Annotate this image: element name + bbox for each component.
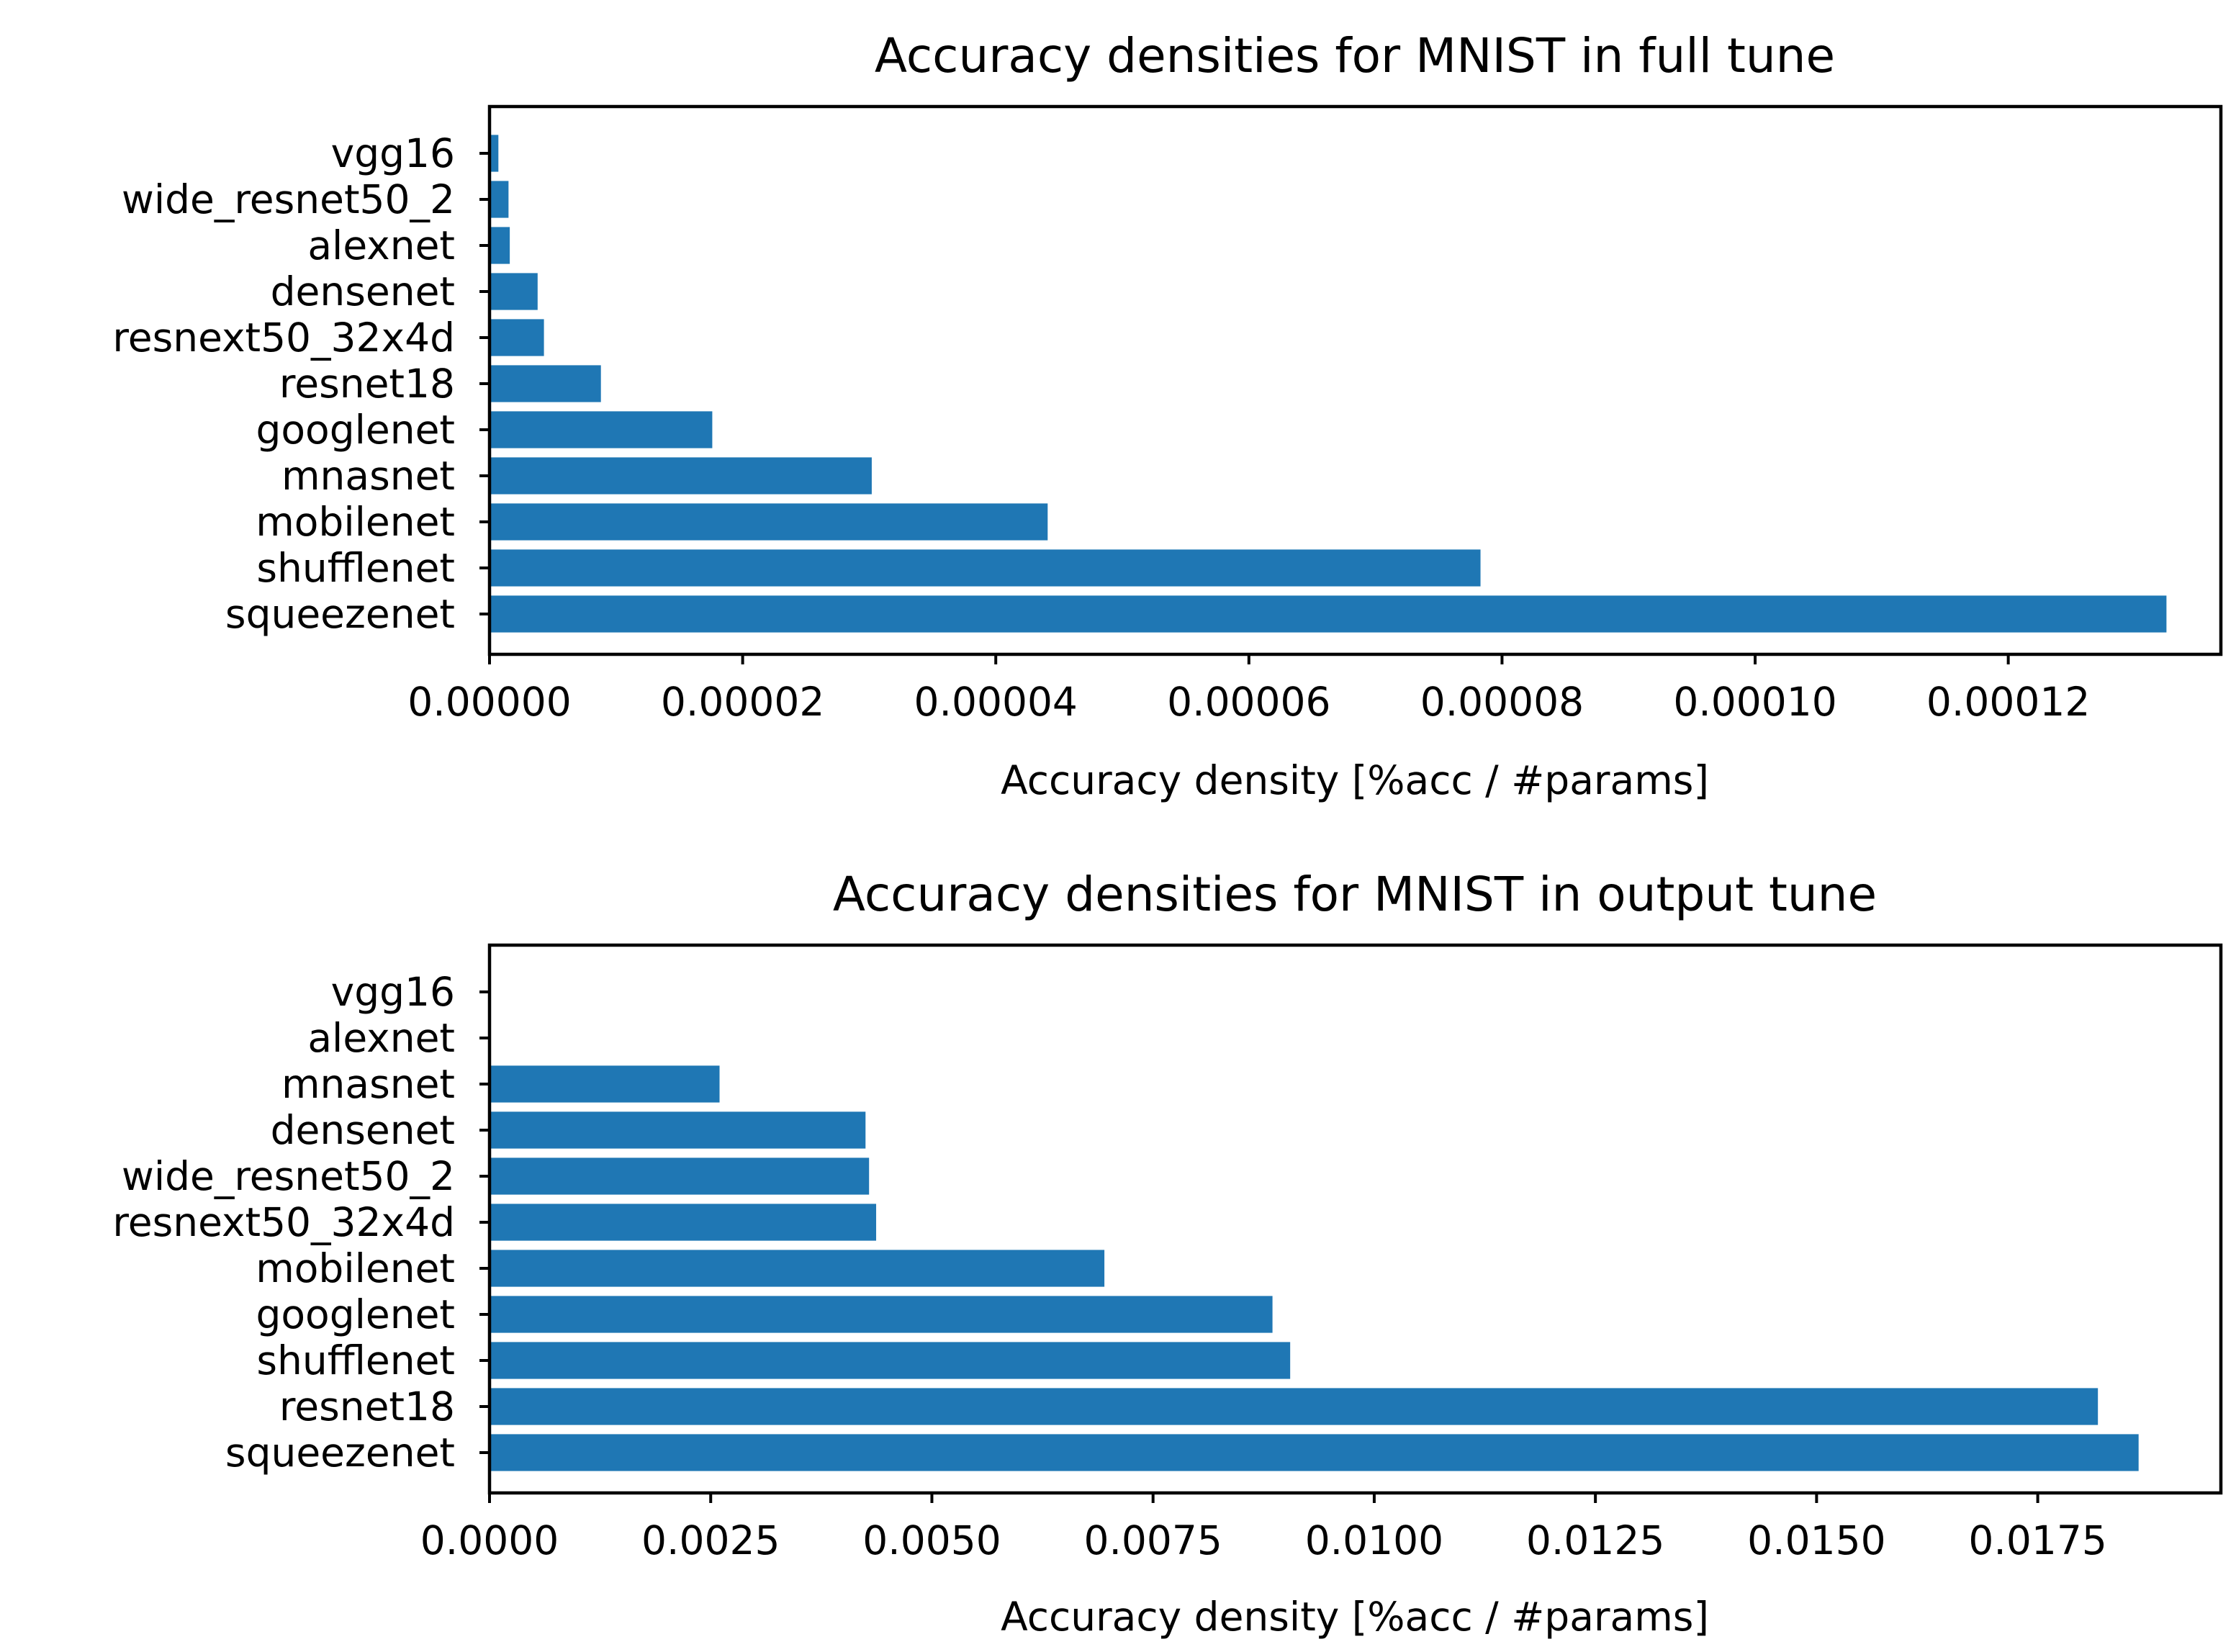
y-tick-label-shufflenet: shufflenet — [256, 1337, 455, 1384]
x-tick-label: 0.00008 — [1420, 679, 1584, 725]
y-tick-label-densenet: densenet — [271, 1107, 455, 1153]
x-tick-label: 0.00000 — [407, 679, 571, 725]
x-tick-label: 0.0050 — [862, 1517, 1001, 1563]
bar-resnext50-32x4d — [490, 319, 544, 356]
x-tick-label: 0.00012 — [1926, 679, 2090, 725]
x-tick-label: 0.0125 — [1526, 1517, 1664, 1563]
y-tick-label-vgg16: vgg16 — [331, 130, 455, 176]
y-tick-label-googlenet: googlenet — [256, 407, 455, 453]
plot-frame — [487, 943, 2223, 1495]
bar-densenet — [490, 1111, 866, 1149]
bar-resnext50-32x4d — [490, 1204, 877, 1241]
y-tick-label-mobilenet: mobilenet — [256, 499, 455, 545]
bar-alexnet — [490, 227, 510, 264]
bar-squeezenet — [490, 595, 2167, 633]
x-tick-label: 0.0175 — [1968, 1517, 2106, 1563]
x-tick-label: 0.0025 — [641, 1517, 780, 1563]
y-tick-label-mnasnet: mnasnet — [281, 1061, 455, 1107]
y-tick-label-alexnet: alexnet — [307, 1015, 455, 1061]
bar-mobilenet — [490, 503, 1048, 541]
chart-panel-output-tune: Accuracy densities for MNIST in output t… — [112, 867, 2223, 1640]
x-tick-label: 0.00004 — [914, 679, 1077, 725]
y-tick-labels: squeezenetresnet18shufflenetgooglenetmob… — [112, 969, 490, 1476]
x-ticks: 0.00000 0.00002 0.00004 0.00006 0.00008 0.000… — [407, 654, 2090, 725]
plot-frame — [487, 104, 2223, 656]
y-tick-label-mnasnet: mnasnet — [281, 453, 455, 499]
x-ticks: 0.0000 0.0025 0.0050 0.0075 0.0100 0.0125 0.01… — [420, 1493, 2107, 1563]
x-tick-label: 0.0150 — [1747, 1517, 1885, 1563]
bar-mnasnet — [490, 1065, 720, 1103]
x-axis-label: Accuracy density [%acc / #params] — [1001, 1594, 1709, 1640]
x-tick-label: 0.0075 — [1083, 1517, 1222, 1563]
y-tick-label-resnet18: resnet18 — [279, 361, 455, 407]
x-tick-label: 0.0100 — [1305, 1517, 1443, 1563]
chart-title: Accuracy densities for MNIST in full tun… — [875, 28, 1835, 83]
x-axis-label: Accuracy density [%acc / #params] — [1001, 757, 1709, 803]
bar-resnet18 — [490, 1388, 2098, 1425]
y-tick-label-shufflenet: shufflenet — [256, 545, 455, 591]
y-tick-label-vgg16: vgg16 — [331, 969, 455, 1015]
y-tick-label-squeezenet: squeezenet — [225, 591, 455, 637]
y-tick-label-squeezenet: squeezenet — [225, 1430, 455, 1476]
bar-resnet18 — [490, 365, 601, 402]
y-tick-label-googlenet: googlenet — [256, 1291, 455, 1337]
bar-densenet — [490, 273, 538, 310]
bar-wide-resnet50-2 — [490, 1157, 870, 1195]
y-tick-label-resnext50-32x4d: resnext50_32x4d — [112, 1199, 455, 1245]
y-tick-labels: squeezenetshufflenetmobilenetmnasnetgoog… — [112, 130, 490, 637]
bar-shufflenet — [490, 1342, 1291, 1379]
bar-googlenet — [490, 1296, 1273, 1333]
chart-panel-full-tune: Accuracy densities for MNIST in full tun… — [112, 28, 2223, 803]
bar-group — [490, 1065, 2139, 1471]
y-tick-label-alexnet: alexnet — [307, 222, 455, 268]
bar-wide-resnet50-2 — [490, 181, 509, 218]
x-tick-label: 0.0000 — [420, 1517, 559, 1563]
bar-googlenet — [490, 411, 713, 448]
bar-mnasnet — [490, 457, 872, 495]
bar-vgg16 — [490, 135, 499, 172]
y-tick-label-wide-resnet50-2: wide_resnet50_2 — [122, 1153, 455, 1199]
bar-group — [490, 135, 2167, 633]
x-tick-label: 0.00002 — [661, 679, 824, 725]
bar-shufflenet — [490, 549, 1481, 587]
x-tick-label: 0.00010 — [1673, 679, 1836, 725]
y-tick-label-densenet: densenet — [271, 268, 455, 315]
y-tick-label-mobilenet: mobilenet — [256, 1245, 455, 1291]
y-tick-label-resnext50-32x4d: resnext50_32x4d — [112, 315, 455, 361]
y-tick-label-wide-resnet50-2: wide_resnet50_2 — [122, 176, 455, 222]
bar-squeezenet — [490, 1434, 2139, 1471]
chart-title: Accuracy densities for MNIST in output t… — [833, 867, 1877, 922]
x-tick-label: 0.00006 — [1167, 679, 1330, 725]
y-tick-label-resnet18: resnet18 — [279, 1384, 455, 1430]
bar-mobilenet — [490, 1250, 1105, 1287]
